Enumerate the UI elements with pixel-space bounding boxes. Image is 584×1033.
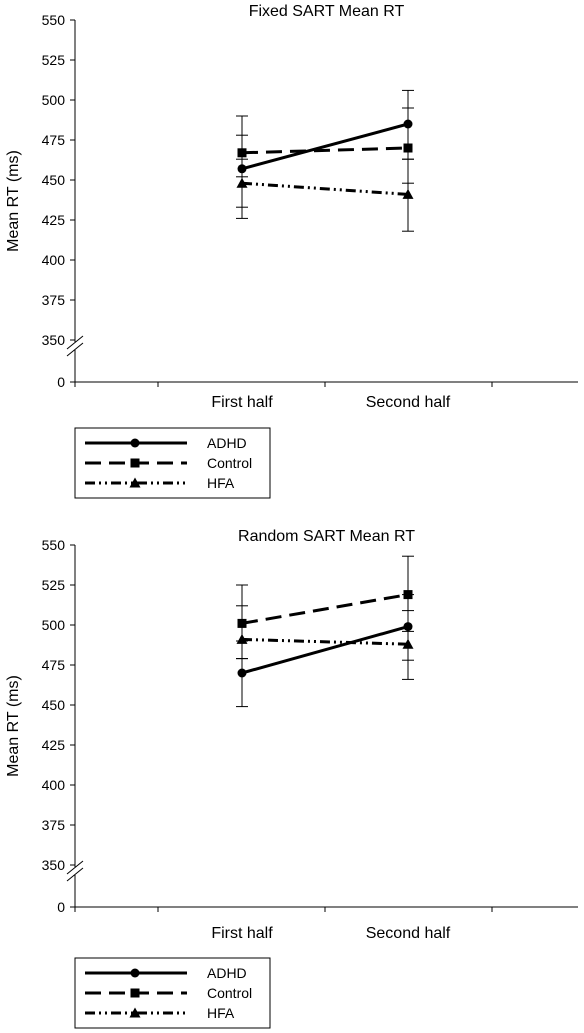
y-tick-label: 550 [42,12,66,28]
legend-marker [129,1007,141,1018]
data-point [402,188,414,199]
legend-label: Control [207,985,252,1001]
y-tick-label: 400 [42,777,66,793]
data-point [403,143,413,153]
y-tick-label: 375 [42,817,66,833]
y-axis-label: Mean RT (ms) [5,675,22,777]
y-tick-label: 500 [42,92,66,108]
legend-label: Control [207,455,252,471]
data-point [237,148,247,158]
legend: ADHD Control HFA [74,957,271,1029]
y-tick-label: 375 [42,292,66,308]
x-tick-label: Second half [366,925,451,942]
data-point [236,177,248,188]
legend-label: ADHD [207,435,247,451]
series-line [241,181,409,196]
legend-label: HFA [207,475,235,491]
series-adhd [236,594,414,708]
chart-panel-1: Fixed SART Mean RT 0 350 375 400 425 450 475 500… [5,3,578,499]
y-tick-label: 400 [42,252,66,268]
legend-marker [130,988,140,998]
legend: ADHD Control HFA [74,427,271,499]
y-tick-label: 425 [42,212,66,228]
x-tick-label: Second half [366,394,451,411]
legend-label: HFA [207,1005,235,1021]
data-point [236,633,248,644]
chart-title: Random SART Mean RT [238,528,415,545]
y-tick-label: 350 [42,857,66,873]
series-line [241,625,409,675]
y-tick-label: 475 [42,132,66,148]
y-tick-label: 475 [42,657,66,673]
y-tick-label: 425 [42,737,66,753]
series-hfa [236,605,414,680]
legend-marker [130,438,140,448]
legend-marker [130,968,140,978]
axis-break-mark [66,335,84,350]
series-line [241,637,409,646]
series-hfa [236,158,414,232]
series-adhd [236,89,414,219]
data-point [402,638,414,649]
y-tick-label: 450 [42,172,66,188]
axis-break-mark [66,342,84,357]
data-point [237,668,247,678]
y-tick-label: 0 [57,374,65,390]
axis-break-mark [66,867,84,882]
legend-label: ADHD [207,965,247,981]
x-tick-label: First half [211,394,273,411]
x-tick-label: First half [211,925,273,942]
series-line [241,146,409,155]
y-tick-label: 450 [42,697,66,713]
legend-marker [130,458,140,468]
y-tick-label: 525 [42,52,66,68]
axis-break-mark [66,860,84,875]
y-tick-label: 525 [42,577,66,593]
y-tick-label: 0 [57,899,65,915]
chart-title: Fixed SART Mean RT [249,3,405,20]
y-tick-label: 550 [42,537,66,553]
chart-panel-2: Random SART Mean RT 0 350 375 400 425 450 475 50… [5,528,578,1029]
data-point [403,590,413,600]
y-tick-label: 500 [42,617,66,633]
series-line [241,593,409,625]
legend-marker [129,477,141,488]
y-axis-label: Mean RT (ms) [5,150,22,252]
y-tick-label: 350 [42,332,66,348]
series-line [241,122,409,171]
